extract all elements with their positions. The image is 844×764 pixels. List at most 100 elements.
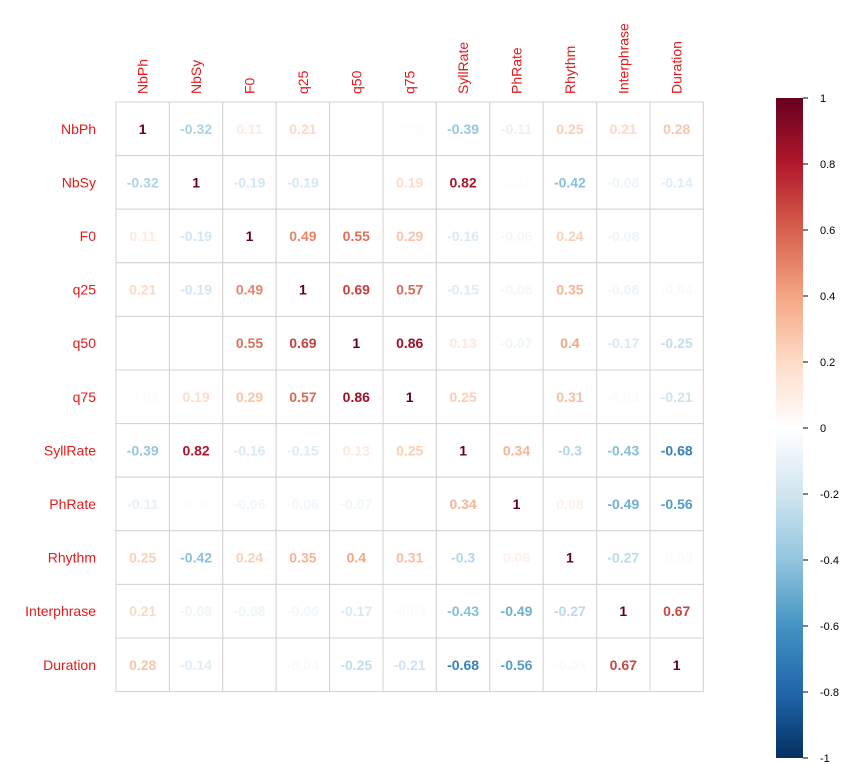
cell-value: -0.56 [661, 496, 693, 512]
matrix-cell [542, 155, 598, 210]
matrix-cell [222, 369, 277, 425]
cell-value: -0.19 [180, 282, 212, 298]
matrix-cell [382, 583, 437, 639]
matrix-cell [115, 262, 170, 317]
cell-value: 1 [566, 550, 574, 566]
matrix-cell [542, 315, 598, 371]
matrix-cell [596, 637, 651, 693]
matrix-cell [489, 155, 544, 210]
matrix-cell [222, 101, 277, 157]
cell-value: -0.11 [127, 496, 158, 512]
cell-value: -0.25 [661, 335, 693, 351]
matrix-cell [542, 262, 598, 317]
cell-value: -0.19 [234, 174, 266, 190]
cell-value: -0.39 [127, 442, 159, 458]
matrix-cell [168, 101, 224, 157]
matrix-cell [329, 369, 384, 425]
cell-value: 0.4 [347, 550, 367, 566]
matrix-cell [275, 423, 331, 478]
matrix-cell [168, 476, 224, 532]
cell-value: -0.06 [234, 496, 266, 512]
matrix-cell [489, 423, 544, 478]
matrix-cell [382, 476, 437, 532]
cell-value: -0.15 [447, 282, 479, 298]
matrix-cell [596, 262, 651, 317]
cell-value: 0.29 [396, 228, 423, 244]
cell-value: -0.06 [501, 282, 533, 298]
cell-value: -0.27 [554, 603, 586, 619]
matrix-cell [435, 155, 491, 210]
matrix-cell [596, 423, 651, 478]
matrix-cell [435, 262, 491, 317]
matrix-cell [596, 155, 651, 210]
matrix-cell [435, 315, 491, 371]
cell-value: -0.49 [607, 496, 639, 512]
colorbar-tick-label: 1 [820, 93, 826, 105]
colorbar-tick-label: 0.4 [820, 291, 835, 303]
cell-value: 0.35 [556, 282, 583, 298]
row-label: SyllRate [44, 442, 96, 458]
cell-value: -0.04 [661, 282, 693, 298]
column-label: SyllRate [455, 42, 471, 94]
cell-value: 0.25 [556, 121, 583, 137]
matrix-cell [489, 315, 544, 371]
cell-value: -0.08 [180, 603, 212, 619]
matrix-cell [649, 208, 704, 264]
matrix-cell [542, 423, 598, 478]
matrix-cell [435, 637, 491, 693]
row-labels: NbPh NbSy F0 q25 q50 q75 SyllRate PhRate Rhythm I… [25, 121, 96, 673]
cell-value: -0.06 [287, 603, 319, 619]
cell-value: -0.08 [234, 603, 266, 619]
colorbar-tick-label: -0.2 [820, 489, 839, 501]
cell-value: -0.32 [180, 121, 212, 137]
row-label: NbPh [61, 121, 96, 137]
matrix-cell [115, 101, 170, 157]
colorbar-tick-label: 0.2 [820, 357, 835, 369]
matrix-cell [596, 369, 651, 425]
cell-value: 0.67 [610, 657, 637, 673]
matrix-cell [649, 315, 704, 371]
cell-value: -0.16 [234, 442, 266, 458]
cell-value: 0.86 [343, 389, 370, 405]
colorbar-tick-label: 0.6 [820, 225, 835, 237]
cell-value: 0.34 [503, 442, 530, 458]
cell-value: -0.17 [340, 603, 372, 619]
cell-value: 0.49 [236, 282, 263, 298]
matrix-cell [435, 476, 491, 532]
matrix-cell [329, 583, 384, 639]
cell-value: -0.3 [451, 550, 475, 566]
cell-value: -0.49 [501, 603, 533, 619]
cell-value: 1 [352, 335, 360, 351]
matrix-cell [382, 262, 437, 317]
cell-value: -0.02 [394, 121, 426, 137]
row-label: Duration [43, 657, 96, 673]
cell-value: 0.67 [663, 603, 690, 619]
matrix-cell [168, 637, 224, 693]
matrix-cell [115, 208, 170, 264]
cell-value: 0.57 [396, 282, 423, 298]
cell-value: -0.14 [661, 174, 693, 190]
cell-value: 0.21 [129, 603, 156, 619]
matrix-cell [542, 101, 598, 157]
matrix-cell [275, 315, 331, 371]
cell-value: 1 [299, 282, 307, 298]
cell-value: -0.39 [447, 121, 479, 137]
colorbar-tick-label: -0.4 [820, 555, 839, 567]
matrix-cell [596, 530, 651, 585]
cell-value: -0.21 [661, 389, 693, 405]
cell-value: -0.08 [607, 174, 639, 190]
cell-value: -0.56 [501, 657, 533, 673]
matrix-cell [168, 315, 224, 371]
cell-value: 1 [406, 389, 414, 405]
colorbar: 1 0.8 0.6 0.4 0.2 0 -0.2 -0.4 -0.6 -0.8 -1 [776, 93, 839, 764]
matrix-cell [222, 315, 277, 371]
matrix-cell [649, 637, 704, 693]
matrix-cell [222, 530, 277, 585]
cell-value: 0.55 [236, 335, 263, 351]
matrix-cell [382, 637, 437, 693]
cell-value: -0.04 [287, 657, 319, 673]
cell-value: 0.31 [396, 550, 423, 566]
matrix-cell [596, 315, 651, 371]
matrix-cell [542, 208, 598, 264]
cell-value: -0.25 [340, 657, 372, 673]
